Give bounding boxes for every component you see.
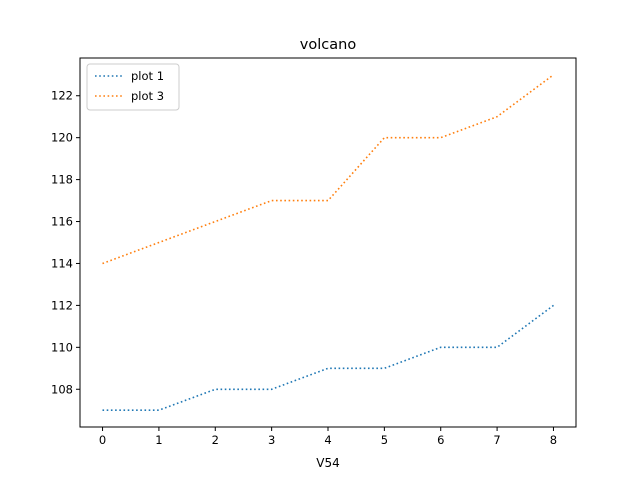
x-tick-label: 0: [99, 433, 106, 447]
x-tick-label: 7: [493, 433, 500, 447]
legend-label: plot 1: [131, 69, 164, 83]
y-tick-label: 116: [51, 215, 73, 229]
x-tick-label: 5: [381, 433, 388, 447]
x-axis-label: V54: [316, 456, 339, 470]
legend-box: [86, 63, 180, 111]
x-tick-label: 3: [268, 433, 275, 447]
y-tick-label: 118: [51, 173, 73, 187]
series-line-2: [102, 74, 554, 265]
y-tick-label: 112: [51, 298, 73, 312]
x-tick-label: 2: [212, 433, 219, 447]
y-tick-label: 108: [51, 382, 73, 396]
x-tick-label: 6: [437, 433, 444, 447]
x-tick-label: 1: [155, 433, 162, 447]
y-tick-label: 122: [51, 89, 73, 103]
x-tick-label: 8: [550, 433, 557, 447]
y-tick-label: 110: [51, 340, 73, 354]
plot-area: 0 1 2 3 4 5 6 7 8 108 110 112 114 116 118 120 122 plot 1 p…: [51, 57, 577, 447]
y-tick-label: 114: [51, 256, 73, 270]
chart-title: volcano: [300, 37, 357, 53]
legend-label: plot 3: [131, 89, 164, 103]
x-tick-label: 4: [324, 433, 331, 447]
series-line-1: [102, 304, 554, 412]
y-tick-label: 120: [51, 131, 73, 145]
